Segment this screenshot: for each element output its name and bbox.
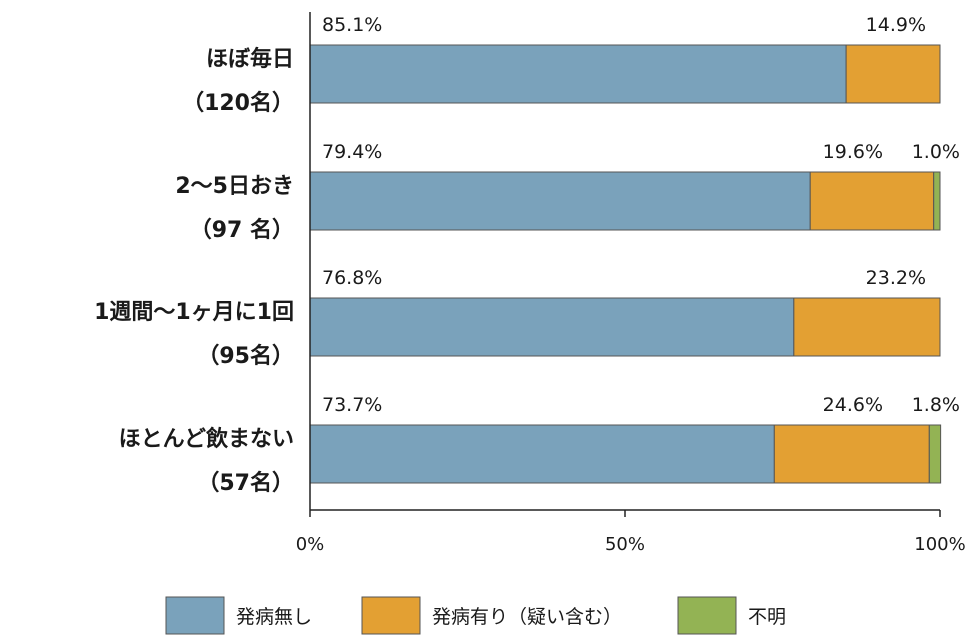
bar-segment — [809, 171, 935, 231]
category-label: 2～5日おき — [175, 174, 294, 199]
data-label: 14.9% — [866, 14, 926, 36]
bar-segment — [793, 297, 941, 357]
legend-swatch — [165, 596, 225, 635]
legend-label: 発病無し — [236, 606, 312, 628]
legend-label: 発病有り（疑い含む） — [432, 606, 622, 628]
data-label: 76.8% — [322, 267, 382, 289]
bar-segment — [773, 424, 930, 484]
legend-swatch — [361, 596, 421, 635]
data-label: 85.1% — [322, 14, 382, 36]
data-label: 19.6% — [823, 141, 883, 163]
category-label: 1週間～1ヶ月に1回 — [94, 300, 294, 325]
category-label: ほとんど飲まない — [119, 426, 294, 452]
bar-segment — [309, 424, 775, 484]
bar-segment — [309, 171, 811, 231]
category-count-label: （57名） — [197, 470, 294, 496]
bar-segment — [928, 424, 942, 484]
x-tick-label: 50% — [605, 534, 645, 555]
legend-swatch — [677, 596, 737, 635]
x-tick-label: 0% — [296, 534, 325, 555]
bar-segment — [309, 297, 795, 357]
data-label: 24.6% — [823, 394, 883, 416]
x-tick-label: 100% — [914, 534, 965, 555]
category-count-label: （120名） — [182, 90, 294, 116]
category-label: ほぼ毎日 — [206, 47, 294, 72]
category-count-label: （95名） — [197, 343, 294, 369]
category-count-label: （97 名） — [190, 217, 294, 243]
data-label: 73.7% — [322, 394, 382, 416]
bar-segment — [845, 44, 941, 104]
data-label: 1.0% — [912, 141, 960, 163]
data-label: 1.8% — [912, 394, 960, 416]
data-label: 79.4% — [322, 141, 382, 163]
legend-label: 不明 — [748, 606, 786, 628]
bar-segment — [933, 171, 941, 231]
bar-segment — [309, 44, 847, 104]
data-label: 23.2% — [866, 267, 926, 289]
